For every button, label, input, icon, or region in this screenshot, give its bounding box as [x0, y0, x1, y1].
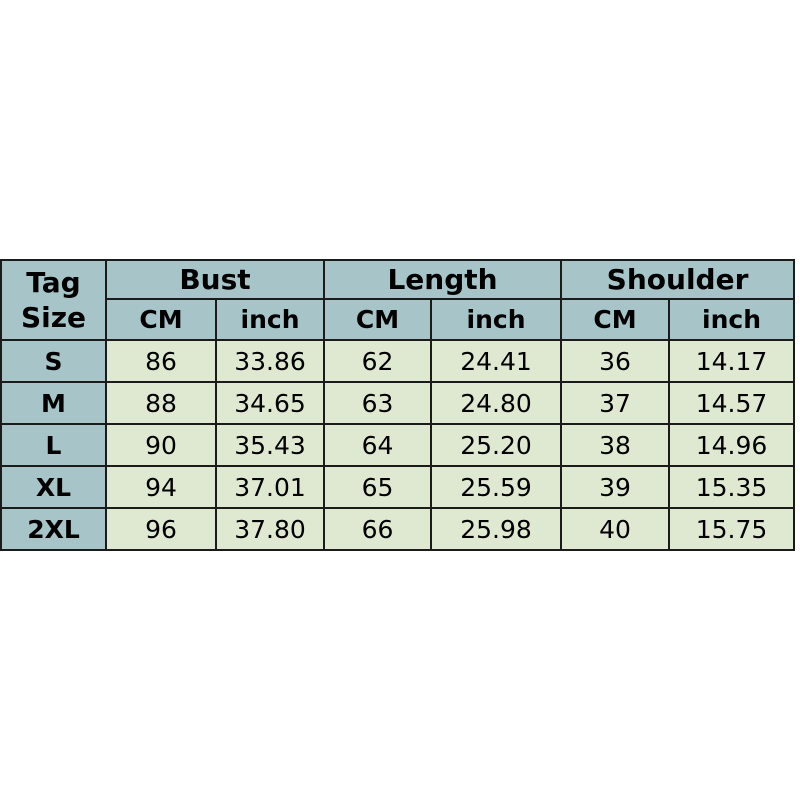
shoulder-cm-value: 36 — [560, 339, 671, 383]
bust-cm-value: 96 — [105, 507, 217, 551]
shoulder-cm-value: 39 — [560, 465, 671, 509]
length-cm-value: 66 — [323, 507, 433, 551]
shoulder-inch-value: 14.17 — [668, 339, 796, 383]
tag-size-line2: Size — [20, 301, 87, 334]
size-label: M — [0, 381, 107, 425]
length-inch-value: 25.59 — [430, 465, 563, 509]
bust-cm-value: 88 — [105, 381, 217, 425]
shoulder-inch-value: 14.96 — [668, 423, 796, 467]
bust-inch-header: inch — [214, 298, 326, 341]
shoulder-inch-value: 14.57 — [668, 381, 796, 425]
length-cm-value: 64 — [323, 423, 433, 467]
length-inch-value: 24.41 — [430, 339, 563, 383]
bust-inch-value: 33.86 — [214, 339, 326, 383]
shoulder-cm-value: 40 — [560, 507, 671, 551]
shoulder-cm-header: CM — [560, 298, 671, 341]
length-cm-value: 63 — [323, 381, 433, 425]
shoulder-cm-value: 37 — [560, 381, 671, 425]
header-unit-row: CM inch CM inch CM inch — [1, 298, 796, 341]
tag-size-line1: Tag — [26, 266, 81, 299]
table-row-s: S 86 33.86 62 24.41 36 14.17 — [0, 339, 796, 383]
table-row-xl: XL 94 37.01 65 25.59 39 15.35 — [0, 465, 796, 509]
length-cm-value: 65 — [323, 465, 433, 509]
bust-inch-value: 35.43 — [214, 423, 326, 467]
header-group-row: Tag Size Bust Length Shoulder — [0, 259, 796, 341]
size-chart-table: Tag Size Bust Length Shoulder CM inch CM… — [0, 259, 796, 551]
bust-cm-header: CM — [105, 298, 217, 341]
tag-size-header: Tag Size — [0, 259, 107, 341]
length-cm-value: 62 — [323, 339, 433, 383]
bust-inch-value: 37.80 — [214, 507, 326, 551]
length-inch-header: inch — [430, 298, 563, 341]
bust-cm-value: 90 — [105, 423, 217, 467]
shoulder-inch-value: 15.35 — [668, 465, 796, 509]
table-row-l: L 90 35.43 64 25.20 38 14.96 — [0, 423, 796, 467]
shoulder-inch-header: inch — [668, 298, 796, 341]
bust-cm-value: 86 — [105, 339, 217, 383]
length-cm-header: CM — [323, 298, 433, 341]
shoulder-cm-value: 38 — [560, 423, 671, 467]
length-group-header: Length — [323, 259, 563, 300]
length-inch-value: 25.20 — [430, 423, 563, 467]
bust-group-header: Bust — [104, 259, 326, 300]
bust-cm-value: 94 — [105, 465, 217, 509]
table-row-2xl: 2XL 96 37.80 66 25.98 40 15.75 — [0, 507, 796, 551]
length-inch-value: 25.98 — [430, 507, 563, 551]
size-label: L — [0, 423, 107, 467]
bust-inch-value: 34.65 — [214, 381, 326, 425]
length-inch-value: 24.80 — [430, 381, 563, 425]
size-label: S — [0, 339, 107, 383]
bust-inch-value: 37.01 — [214, 465, 326, 509]
shoulder-inch-value: 15.75 — [668, 507, 796, 551]
size-label: 2XL — [0, 507, 107, 551]
size-label: XL — [0, 465, 107, 509]
shoulder-group-header: Shoulder — [560, 259, 796, 300]
table-row-m: M 88 34.65 63 24.80 37 14.57 — [0, 381, 796, 425]
